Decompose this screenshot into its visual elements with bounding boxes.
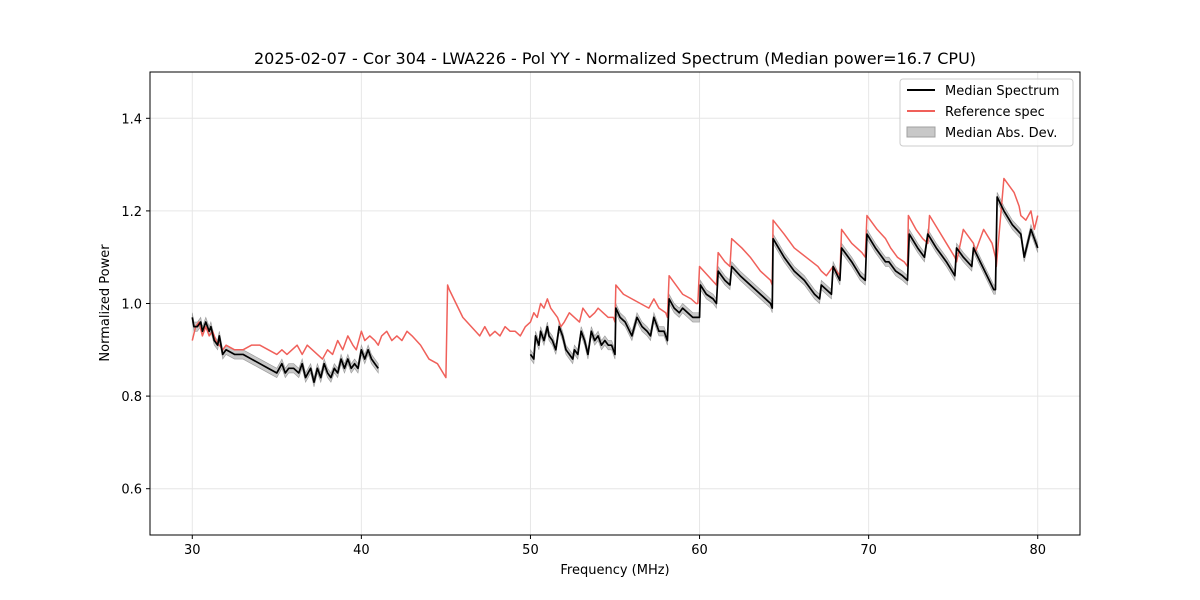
x-axis-label: Frequency (MHz) — [560, 563, 669, 578]
legend: Median Spectrum Reference spec Median Ab… — [899, 78, 1074, 147]
x-tick-label: 70 — [860, 543, 877, 558]
x-tick-label: 40 — [353, 543, 370, 558]
y-tick-label: 1.0 — [121, 298, 142, 313]
y-tick-label: 1.4 — [121, 112, 142, 127]
x-tick-label: 80 — [1029, 543, 1046, 558]
x-tick-label: 50 — [522, 543, 539, 558]
y-tick-label: 0.6 — [121, 483, 142, 498]
series-lines — [191, 177, 1039, 384]
legend-label-median-abs-dev: Median Abs. Dev. — [945, 126, 1057, 141]
median-spectrum-line — [529, 196, 1039, 360]
reference-spec-line — [191, 177, 1039, 379]
x-tick-label: 30 — [184, 543, 201, 558]
median-spectrum-line — [191, 317, 379, 384]
legend-label-median-spectrum: Median Spectrum — [945, 84, 1059, 99]
chart-title: 2025-02-07 - Cor 304 - LWA226 - Pol YY -… — [254, 49, 976, 68]
legend-swatch-median-abs-dev — [906, 126, 936, 138]
y-axis-label: Normalized Power — [98, 244, 113, 362]
legend-label-reference-spec: Reference spec — [945, 105, 1045, 120]
axis-ticks: 30 40 50 60 70 80 0.6 0.8 1.0 1.2 1.4 — [121, 112, 1046, 558]
legend-box — [899, 78, 1074, 147]
x-tick-label: 60 — [691, 543, 708, 558]
y-tick-label: 1.2 — [121, 205, 142, 220]
y-tick-label: 0.8 — [121, 390, 142, 405]
